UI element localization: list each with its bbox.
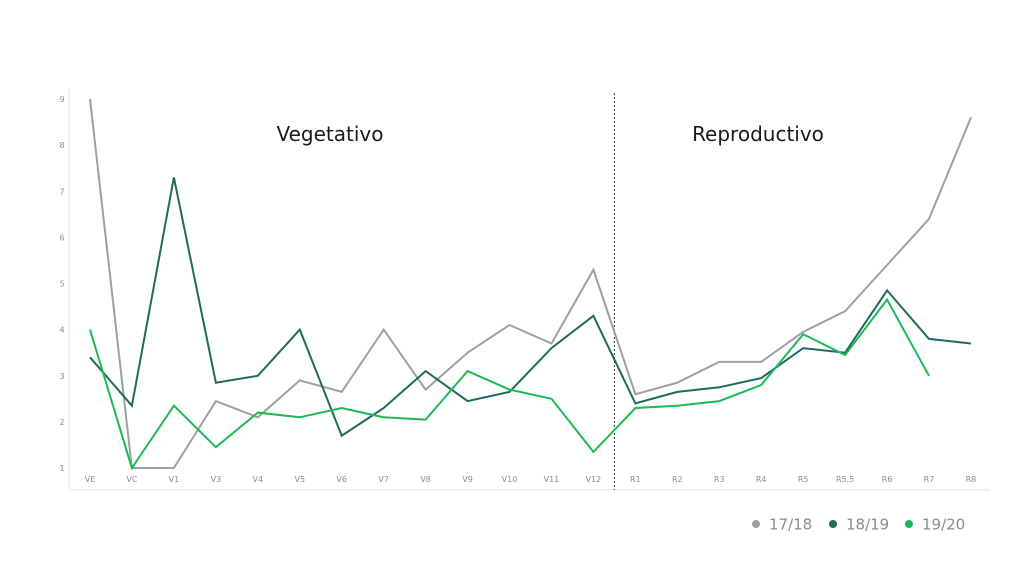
y-tick-label: 2	[59, 418, 64, 427]
x-tick-label: R6	[882, 475, 893, 484]
x-tick-label: V4	[253, 475, 264, 484]
x-tick-label: V11	[544, 475, 560, 484]
x-tick-label: V1	[169, 475, 180, 484]
phase-label-vegetativo: Vegetativo	[276, 122, 383, 146]
x-tick-label: R5.5	[836, 475, 854, 484]
legend-marker	[752, 520, 760, 528]
x-tick-label: R1	[630, 475, 641, 484]
y-tick-label: 6	[59, 233, 64, 242]
y-tick-label: 7	[59, 187, 64, 196]
x-tick-label: R3	[714, 475, 725, 484]
x-tick-label: V9	[462, 475, 473, 484]
y-tick-label: 1	[59, 464, 64, 473]
x-tick-label: V3	[211, 475, 222, 484]
legend-label: 18/19	[846, 516, 889, 534]
x-tick-label: VC	[126, 475, 137, 484]
x-tick-label: R5	[798, 475, 809, 484]
x-tick-label: R8	[966, 475, 977, 484]
y-tick-label: 5	[59, 280, 64, 289]
legend-marker	[905, 520, 913, 528]
y-tick-label: 4	[59, 326, 64, 335]
x-tick-label: V7	[378, 475, 389, 484]
x-tick-label: R2	[672, 475, 683, 484]
y-tick-label: 3	[59, 372, 64, 381]
y-tick-label: 8	[59, 141, 64, 150]
x-tick-labels: VE VC V1 V3 V4 V5 V6 V7 V8 V9 V10 V11 V12 R1 R2 R3 R4 R5 R…	[85, 475, 977, 484]
x-tick-label: V10	[502, 475, 518, 484]
x-tick-label: V12	[586, 475, 602, 484]
series-layer	[89, 98, 972, 471]
phase-label-reproductivo: Reproductivo	[692, 122, 824, 146]
x-tick-label: R7	[924, 475, 935, 484]
series-line-18-19	[89, 177, 972, 438]
series-line-19-20	[89, 297, 930, 471]
legend-marker	[829, 520, 837, 528]
x-tick-label: V6	[336, 475, 347, 484]
legend-label: 19/20	[922, 516, 965, 534]
legend: 17/18 18/19 19/20	[752, 516, 965, 534]
y-tick-label: 9	[59, 95, 64, 104]
legend-label: 17/18	[769, 516, 812, 534]
x-tick-label: R4	[756, 475, 767, 484]
x-tick-label: V5	[294, 475, 305, 484]
x-tick-label: VE	[85, 475, 96, 484]
x-tick-label: V8	[420, 475, 431, 484]
series-line-17-18	[89, 98, 972, 469]
y-tick-labels: 1 2 3 4 5 6 7 8 9	[59, 95, 64, 473]
